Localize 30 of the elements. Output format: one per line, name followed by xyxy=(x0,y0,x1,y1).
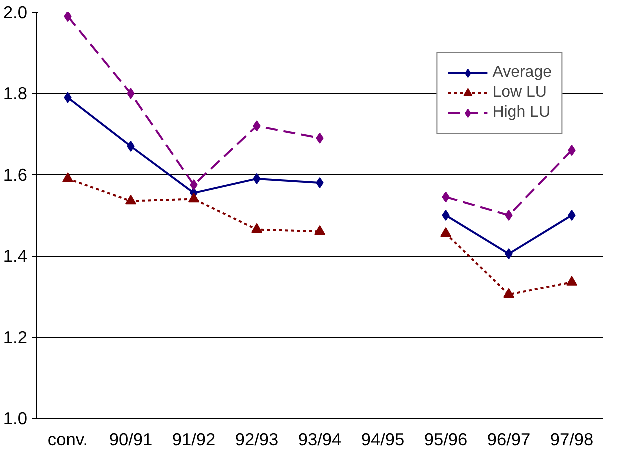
y-tick-label: 1.8 xyxy=(3,84,28,104)
x-tick-label: 94/95 xyxy=(361,430,405,450)
point xyxy=(442,210,450,221)
point xyxy=(252,223,262,234)
x-tick-label: 90/91 xyxy=(109,430,153,450)
x-tick-label: 93/94 xyxy=(298,430,342,450)
y-tick-label: 1.6 xyxy=(3,164,28,185)
y-tick-label: 1.4 xyxy=(3,246,28,266)
point xyxy=(64,12,72,22)
y-tick-label: 2.0 xyxy=(3,2,28,22)
point xyxy=(62,172,74,182)
y-tick-label: 1.2 xyxy=(3,327,28,348)
x-tick-label: 96/97 xyxy=(487,430,531,450)
point xyxy=(126,195,136,205)
point xyxy=(566,276,578,286)
x-tick-label: conv. xyxy=(48,430,88,450)
point xyxy=(568,210,576,221)
legend-label: High LU xyxy=(492,104,550,122)
point xyxy=(504,288,514,298)
legend-label: Low LU xyxy=(492,84,547,102)
x-tick-label: 92/93 xyxy=(235,430,279,450)
x-tick-label: 95/96 xyxy=(424,430,468,450)
x-tick-label: 97/98 xyxy=(550,430,594,450)
legend-label: Average xyxy=(492,64,552,82)
point xyxy=(440,227,452,238)
point xyxy=(314,225,326,236)
x-tick-label: 91/92 xyxy=(172,430,216,450)
point xyxy=(188,192,200,203)
y-tick-label: 1.0 xyxy=(3,408,28,428)
point xyxy=(505,210,513,221)
